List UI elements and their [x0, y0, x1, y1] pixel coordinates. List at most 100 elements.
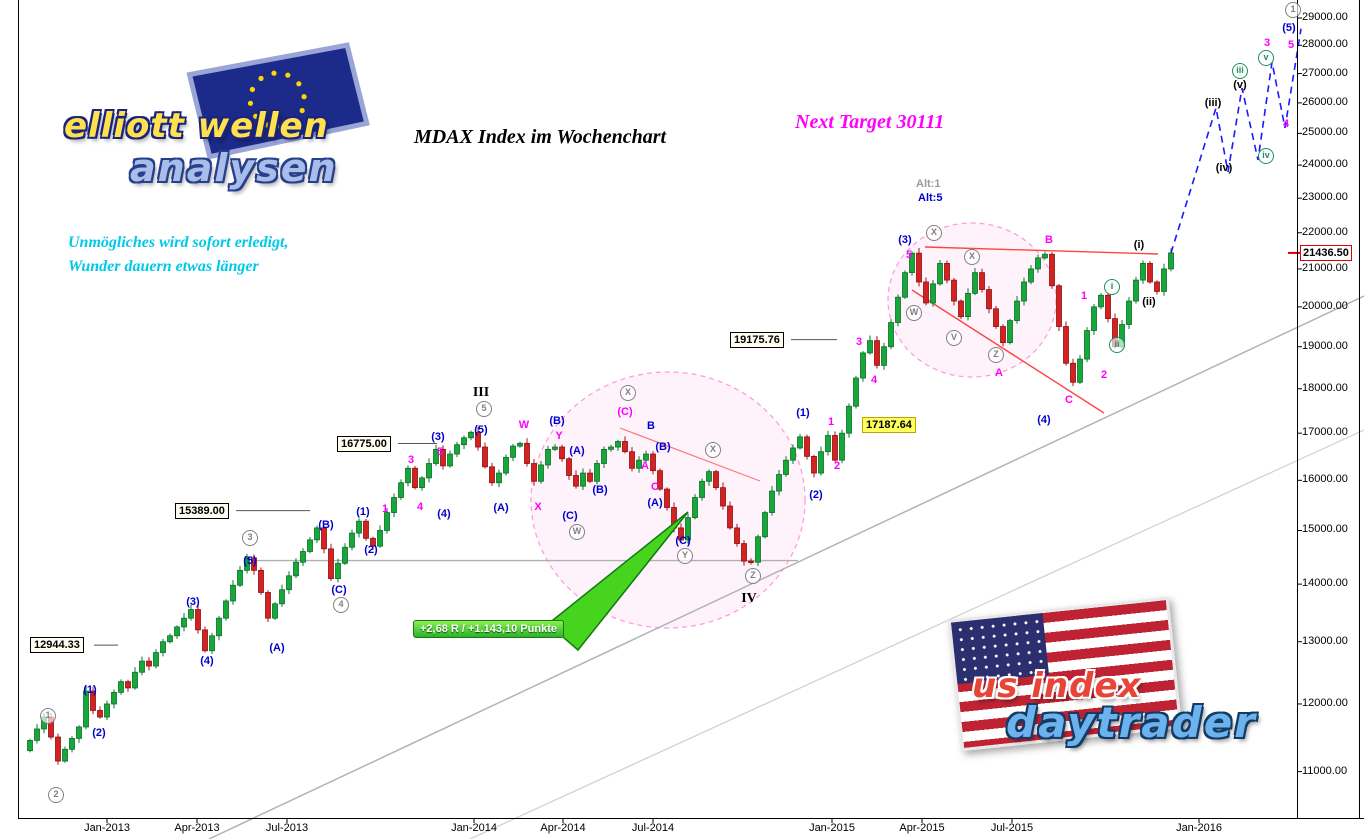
candlestick [881, 346, 887, 366]
wave-label: 1 [827, 416, 835, 428]
eu-flag-icon [186, 42, 370, 160]
y-axis-label: 27000.00 [1302, 66, 1348, 79]
candlestick [1000, 326, 1006, 344]
highlight-ellipse [887, 222, 1057, 378]
candlestick [888, 322, 894, 348]
wave-label: X [926, 225, 942, 241]
candlestick [776, 474, 782, 492]
candlestick [272, 603, 278, 619]
price-axis-border [1297, 0, 1298, 818]
candlestick [1056, 285, 1062, 327]
chart-border-right [1359, 0, 1360, 818]
y-axis-label: 25000.00 [1302, 126, 1348, 139]
candlestick [944, 262, 950, 281]
candlestick [223, 600, 229, 619]
candlestick [510, 445, 516, 458]
candlestick [636, 459, 642, 469]
candlestick [489, 466, 495, 484]
candlestick [559, 446, 565, 460]
candlestick [1070, 362, 1076, 383]
candlestick [769, 490, 775, 513]
candlestick [69, 737, 75, 750]
candlestick [307, 539, 313, 552]
alt-count-5-label: Alt:5 [918, 192, 943, 204]
candlestick [398, 482, 404, 498]
wave-label: (5) [1282, 22, 1296, 34]
candlestick [139, 660, 145, 673]
elliott-wellen-logo: elliott wellen analysen [58, 42, 370, 210]
x-axis-label: Apr-2013 [174, 822, 220, 834]
wave-label: W [906, 305, 922, 321]
wave-label: (iv) [1215, 162, 1233, 174]
wave-label: 1 [1080, 290, 1088, 302]
wave-label: C [651, 481, 659, 493]
wave-label: (A) [493, 502, 509, 514]
candlestick [972, 272, 978, 294]
candlestick [580, 472, 586, 487]
candlestick [748, 560, 754, 563]
candlestick [1007, 320, 1013, 344]
wave-label: (4) [1037, 414, 1051, 426]
wave-label: W [569, 524, 585, 540]
candlestick [552, 446, 558, 450]
candlestick [713, 471, 719, 489]
x-axis-label: Jul-2013 [265, 822, 309, 834]
y-axis-label: 23000.00 [1302, 191, 1348, 204]
candlestick [468, 431, 474, 439]
candlestick [1063, 326, 1069, 364]
candlestick [538, 464, 544, 482]
wave-label: 3 [855, 336, 863, 348]
y-axis-label: 26000.00 [1302, 95, 1348, 108]
candlestick [1084, 330, 1090, 360]
candlestick [860, 352, 866, 379]
candlestick [853, 377, 859, 407]
y-axis-label: 29000.00 [1302, 11, 1348, 23]
wave-label: Y [555, 430, 563, 442]
candlestick [349, 532, 355, 548]
y-axis-label: 17000.00 [1302, 426, 1348, 439]
candlestick [895, 296, 901, 323]
y-axis-label: 24000.00 [1302, 158, 1348, 171]
candlestick [419, 477, 425, 489]
wave-label: (2) [809, 489, 823, 501]
chart-border-left [18, 0, 19, 818]
candlestick [356, 520, 362, 534]
wave-label: B [647, 420, 655, 432]
candlestick [216, 617, 222, 637]
candlestick [62, 748, 68, 762]
wave-label: (1) [796, 407, 810, 419]
wave-label: 1 [1285, 2, 1301, 18]
candlestick [986, 289, 992, 310]
wave-label: X [964, 249, 980, 265]
candlestick [517, 442, 523, 447]
candlestick [650, 453, 656, 472]
wave-label: A [641, 460, 649, 472]
wave-label: (B) [549, 415, 565, 427]
candlestick [104, 703, 110, 718]
wave-label: iv [1258, 148, 1274, 164]
wave-label: i [1104, 279, 1120, 295]
elliott-wellen-logo-text: elliott wellen [64, 106, 329, 146]
candlestick [237, 569, 243, 586]
wave-label: (iii) [1204, 97, 1222, 109]
candlestick [342, 546, 348, 564]
x-axis-label: Jan-2014 [451, 822, 497, 834]
analysen-logo-text: analysen [130, 146, 338, 190]
trend-line [619, 427, 761, 482]
wave-label: (5) [243, 555, 257, 567]
wave-label: 1 [40, 708, 56, 724]
wave-label: A [995, 367, 1003, 379]
candlestick [370, 537, 376, 547]
candlestick [678, 527, 684, 541]
candlestick [979, 272, 985, 290]
candlestick [1028, 268, 1034, 283]
candlestick [34, 728, 40, 741]
y-axis-label: 20000.00 [1302, 299, 1348, 312]
candlestick [762, 512, 768, 538]
candlestick [384, 512, 390, 531]
candlestick [657, 470, 663, 490]
wave-label: (3) [186, 596, 200, 608]
candlestick [797, 436, 803, 449]
candlestick [132, 671, 138, 689]
